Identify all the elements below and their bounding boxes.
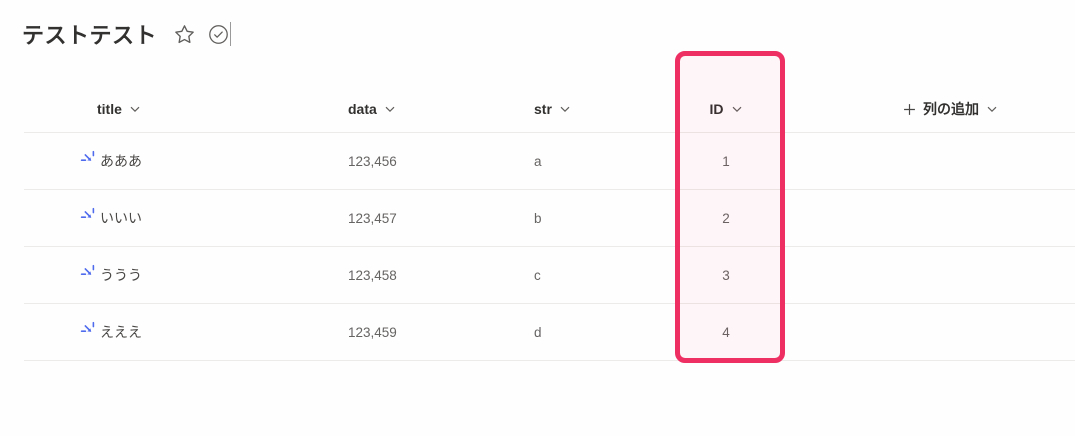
cell-title[interactable]: いいい (24, 190, 304, 246)
column-header-id-label: ID (709, 101, 724, 117)
table-row[interactable]: いいい 123,457 b 2 (24, 190, 1075, 247)
cell-empty (806, 190, 1075, 246)
table-body: あああ 123,456 a 1 (24, 133, 1075, 361)
cell-str-value: b (534, 210, 542, 226)
cell-str-value: d (534, 324, 542, 340)
cell-id: 4 (646, 304, 806, 360)
cell-title[interactable]: あああ (24, 133, 304, 189)
page-title: テストテスト (22, 23, 158, 48)
cell-data: 123,456 (304, 133, 474, 189)
add-column-button[interactable]: 列の追加 (806, 86, 1075, 132)
cell-str-value: a (534, 153, 542, 169)
column-header-str[interactable]: str (474, 86, 646, 132)
click-burst-icon (80, 321, 97, 338)
cell-str: c (474, 247, 646, 303)
cell-id: 2 (646, 190, 806, 246)
column-header-title-label: title (97, 101, 122, 117)
cell-empty (806, 304, 1075, 360)
title-bar: テストテスト (22, 18, 232, 50)
cell-data: 123,457 (304, 190, 474, 246)
cell-title[interactable]: ううう (24, 247, 304, 303)
list-table: title data str ID (24, 86, 1075, 361)
column-header-data[interactable]: data (304, 86, 474, 132)
text-cursor (230, 22, 232, 46)
cell-data: 123,459 (304, 304, 474, 360)
table-row[interactable]: あああ 123,456 a 1 (24, 133, 1075, 190)
cell-id-value: 2 (722, 210, 730, 226)
cell-data-value: 123,457 (348, 210, 397, 226)
cell-empty (806, 247, 1075, 303)
cell-id-value: 1 (722, 153, 730, 169)
row-title-link[interactable]: あああ (100, 153, 142, 169)
chevron-down-icon (129, 103, 141, 115)
cell-data: 123,458 (304, 247, 474, 303)
click-burst-icon (80, 207, 97, 224)
row-title-link[interactable]: えええ (100, 324, 142, 340)
table-header-row: title data str ID (24, 86, 1075, 133)
cell-str-value: c (534, 267, 541, 283)
row-title-link[interactable]: ううう (100, 267, 142, 283)
cell-str: d (474, 304, 646, 360)
column-header-str-label: str (534, 101, 552, 117)
cell-empty (806, 133, 1075, 189)
chevron-down-icon (731, 103, 743, 115)
add-column-label: 列の追加 (923, 101, 979, 117)
click-burst-icon (80, 150, 97, 167)
cell-str: a (474, 133, 646, 189)
cell-id-value: 4 (722, 324, 730, 340)
table-row[interactable]: えええ 123,459 d 4 (24, 304, 1075, 361)
check-circle-icon (207, 23, 229, 45)
cell-id: 1 (646, 133, 806, 189)
chevron-down-icon (559, 103, 571, 115)
chevron-down-icon (384, 103, 396, 115)
column-header-title[interactable]: title (24, 86, 304, 132)
cell-id-value: 3 (722, 267, 730, 283)
click-burst-icon (80, 264, 97, 281)
cell-str: b (474, 190, 646, 246)
column-header-data-label: data (348, 101, 377, 117)
cell-data-value: 123,456 (348, 153, 397, 169)
favorite-star-icon[interactable] (173, 23, 195, 45)
chevron-down-icon (986, 103, 998, 115)
table-row[interactable]: ううう 123,458 c 3 (24, 247, 1075, 304)
cell-data-value: 123,459 (348, 324, 397, 340)
cell-id: 3 (646, 247, 806, 303)
row-title-link[interactable]: いいい (100, 210, 142, 226)
cell-data-value: 123,458 (348, 267, 397, 283)
column-header-id[interactable]: ID (646, 86, 806, 132)
cell-title[interactable]: えええ (24, 304, 304, 360)
plus-icon (903, 103, 916, 116)
